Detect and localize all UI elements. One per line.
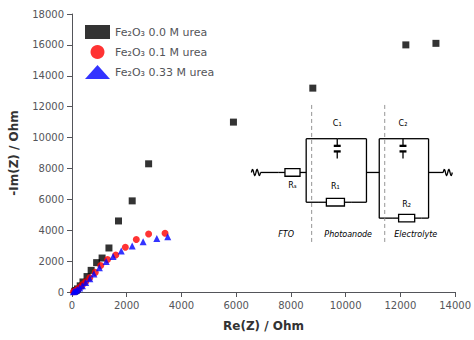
svg-text:12000: 12000 [384, 300, 416, 311]
svg-text:12000: 12000 [32, 101, 64, 112]
svg-text:Fe₂O₃ 0.0 M urea: Fe₂O₃ 0.0 M urea [115, 26, 207, 39]
svg-text:R₁: R₁ [331, 182, 340, 191]
svg-text:2000: 2000 [39, 256, 64, 267]
svg-text:14000: 14000 [32, 70, 64, 81]
svg-text:18000: 18000 [32, 9, 64, 20]
svg-text:4000: 4000 [169, 300, 194, 311]
svg-text:14000: 14000 [439, 300, 471, 311]
svg-text:FTO: FTO [278, 230, 294, 239]
svg-text:Re(Z) / Ohm: Re(Z) / Ohm [223, 319, 304, 333]
svg-text:0: 0 [69, 300, 75, 311]
svg-text:R₂: R₂ [402, 200, 411, 209]
svg-text:8000: 8000 [278, 300, 303, 311]
svg-text:Photoanode: Photoanode [324, 230, 372, 239]
svg-text:4000: 4000 [39, 225, 64, 236]
svg-text:2000: 2000 [114, 300, 139, 311]
svg-text:Electrolyte: Electrolyte [394, 230, 437, 239]
svg-text:10000: 10000 [32, 132, 64, 143]
svg-text:-Im(Z) / Ohm: -Im(Z) / Ohm [7, 110, 21, 196]
svg-text:Rₛ: Rₛ [288, 181, 297, 190]
svg-text:10000: 10000 [330, 300, 362, 311]
svg-text:0: 0 [58, 287, 64, 298]
svg-text:Fe₂O₃ 0.1 M urea: Fe₂O₃ 0.1 M urea [115, 46, 207, 59]
svg-text:6000: 6000 [39, 194, 64, 205]
svg-text:Fe₂O₃ 0.33 M urea: Fe₂O₃ 0.33 M urea [115, 66, 214, 79]
svg-text:6000: 6000 [223, 300, 248, 311]
svg-text:C₂: C₂ [399, 119, 408, 128]
svg-text:8000: 8000 [39, 163, 64, 174]
svg-text:C₁: C₁ [333, 119, 342, 128]
svg-text:16000: 16000 [32, 39, 64, 50]
